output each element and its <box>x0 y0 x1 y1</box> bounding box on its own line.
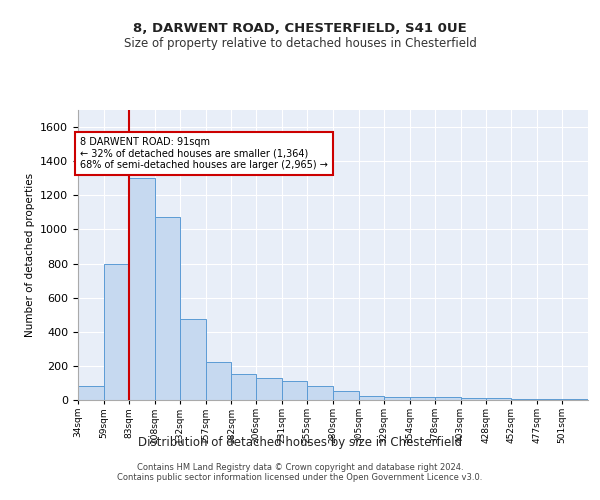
Text: Contains HM Land Registry data © Crown copyright and database right 2024.
Contai: Contains HM Land Registry data © Crown c… <box>118 463 482 482</box>
Bar <box>384 396 410 400</box>
Text: Distribution of detached houses by size in Chesterfield: Distribution of detached houses by size … <box>138 436 462 449</box>
Bar <box>256 378 282 400</box>
Text: Size of property relative to detached houses in Chesterfield: Size of property relative to detached ho… <box>124 38 476 51</box>
Bar <box>333 392 359 400</box>
Bar <box>359 396 384 400</box>
Y-axis label: Number of detached properties: Number of detached properties <box>25 173 35 337</box>
Bar <box>537 399 562 400</box>
Bar <box>487 398 511 400</box>
Text: 8 DARWENT ROAD: 91sqm
← 32% of detached houses are smaller (1,364)
68% of semi-d: 8 DARWENT ROAD: 91sqm ← 32% of detached … <box>80 138 328 170</box>
Bar <box>155 216 179 400</box>
Bar <box>78 386 104 400</box>
Bar <box>104 264 129 400</box>
Bar <box>205 362 232 400</box>
Bar <box>461 398 487 400</box>
Bar <box>179 319 205 400</box>
Bar <box>307 386 333 400</box>
Bar <box>434 398 461 400</box>
Bar <box>410 397 434 400</box>
Bar <box>129 178 155 400</box>
Text: 8, DARWENT ROAD, CHESTERFIELD, S41 0UE: 8, DARWENT ROAD, CHESTERFIELD, S41 0UE <box>133 22 467 36</box>
Bar <box>232 374 256 400</box>
Bar <box>511 398 537 400</box>
Bar <box>282 381 307 400</box>
